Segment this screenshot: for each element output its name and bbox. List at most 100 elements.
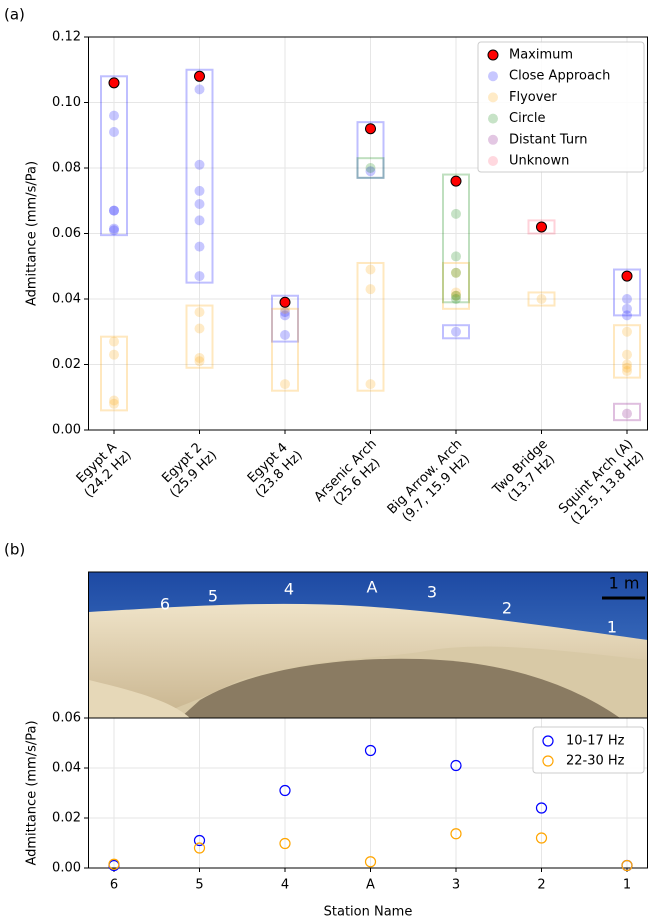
- y-tick-label: 0.12: [52, 30, 81, 45]
- range-box: [527, 291, 556, 307]
- legend-marker: [488, 71, 498, 82]
- point: [109, 336, 119, 347]
- y-tick-label: 0.04: [52, 761, 81, 776]
- range-box: [613, 268, 641, 317]
- range-box: [442, 173, 470, 304]
- y-tick-label: 0.10: [52, 95, 81, 110]
- range-box: [356, 157, 385, 179]
- x-tick-label-group: Arsenic Arch(25.6 Hz): [312, 437, 384, 509]
- y-tick-label: 0.06: [52, 226, 81, 241]
- range-box: [442, 324, 470, 340]
- y-tick-label: 0.02: [52, 357, 81, 372]
- point: [365, 284, 376, 295]
- point: [193, 834, 206, 847]
- x-tick-label-group: Egypt 4(23.8 Hz): [245, 440, 306, 501]
- range-box: [356, 261, 385, 392]
- x-tick-label-group: Big Arrow. Arch(9.7, 15.9 Hz): [385, 437, 473, 525]
- x-tick-label: 2: [537, 878, 545, 893]
- photo-label: 6: [160, 595, 170, 614]
- x-tick-label: 4: [281, 878, 289, 893]
- point: [280, 379, 290, 390]
- maximum-point: [279, 296, 291, 308]
- legend-label: Close Approach: [509, 69, 610, 84]
- x-tick-label: 6: [110, 878, 118, 893]
- point: [109, 110, 119, 121]
- point: [450, 759, 462, 772]
- point: [194, 84, 205, 95]
- y-tick-label: 0.04: [52, 292, 81, 307]
- point: [622, 366, 632, 377]
- y-axis-label: Admittance (mm/s/Pa): [25, 161, 40, 306]
- point: [622, 303, 632, 314]
- point: [109, 398, 119, 409]
- legend-label: Distant Turn: [509, 132, 588, 147]
- point: [622, 359, 632, 370]
- point: [364, 744, 377, 757]
- legend-marker: [542, 755, 554, 767]
- photo-label: 5: [208, 587, 218, 606]
- x-axis-label: Station Name: [324, 905, 413, 919]
- point: [622, 294, 632, 304]
- point: [194, 215, 205, 226]
- point: [535, 832, 548, 844]
- x-tick-label-group: Two Bridge(13.7 Hz): [489, 437, 558, 505]
- y-axis-label: Admittance (mm/s/Pa): [25, 720, 40, 865]
- x-tick-label: 5: [195, 878, 203, 893]
- maximum-point: [108, 77, 120, 89]
- point: [365, 166, 376, 177]
- point: [109, 395, 119, 406]
- y-tick-label: 0.08: [52, 161, 81, 176]
- y-tick-label: 0.06: [52, 711, 81, 726]
- point: [622, 310, 632, 321]
- point: [622, 362, 632, 373]
- x-tick-label: A: [366, 878, 375, 893]
- point: [194, 159, 205, 170]
- point: [280, 330, 290, 341]
- legend-marker: [542, 735, 554, 747]
- point: [365, 264, 376, 275]
- photo-label: 4: [284, 580, 294, 599]
- x-tick-label-group: Squint Arch (A)(12.5, 13.8 Hz): [556, 437, 647, 528]
- point: [109, 126, 119, 137]
- point: [535, 802, 548, 814]
- legend-marker: [487, 49, 499, 61]
- range-box: [271, 294, 299, 343]
- legend-marker: [488, 92, 498, 103]
- x-tick-label-group: Egypt 2(25.9 Hz): [159, 440, 220, 501]
- range-box: [100, 335, 128, 412]
- y-tick-label: 0.00: [52, 423, 81, 438]
- point: [622, 326, 632, 337]
- point: [109, 223, 119, 234]
- point: [194, 307, 205, 318]
- point: [193, 842, 206, 854]
- maximum-point: [621, 270, 633, 282]
- maximum-point: [365, 123, 376, 135]
- photo-label: A: [367, 578, 378, 597]
- x-tick-label-group: Egypt A(24.2 Hz): [74, 440, 135, 501]
- point: [279, 784, 291, 797]
- point: [622, 349, 632, 360]
- point: [280, 310, 290, 321]
- point: [451, 290, 461, 301]
- point: [365, 163, 376, 173]
- point: [109, 349, 119, 360]
- photo-label: 3: [427, 583, 437, 602]
- panel-label: (b): [4, 541, 25, 559]
- point: [194, 356, 205, 367]
- point: [621, 859, 633, 872]
- point: [194, 271, 205, 282]
- y-tick-label: 0.02: [52, 811, 81, 826]
- point: [194, 241, 205, 252]
- point: [194, 199, 205, 210]
- y-tick-label: 0.00: [52, 861, 81, 876]
- legend-marker: [488, 156, 498, 166]
- point: [451, 208, 461, 219]
- range-box: [100, 75, 128, 237]
- point: [622, 408, 632, 419]
- point: [109, 205, 119, 216]
- legend-label: Maximum: [509, 48, 573, 63]
- photo: [89, 572, 648, 718]
- range-box: [527, 219, 556, 235]
- point: [279, 837, 291, 850]
